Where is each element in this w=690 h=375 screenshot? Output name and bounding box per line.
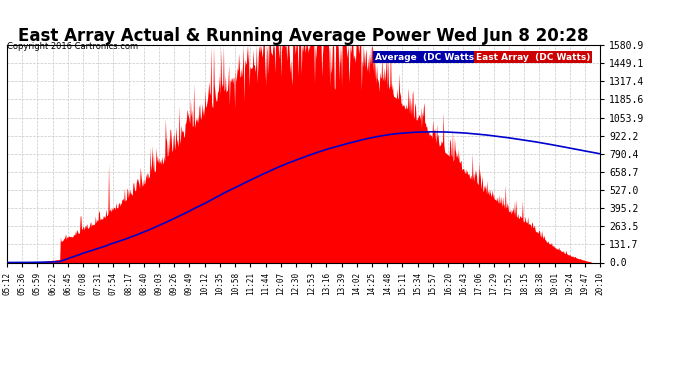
Title: East Array Actual & Running Average Power Wed Jun 8 20:28: East Array Actual & Running Average Powe… [19, 27, 589, 45]
Text: East Array  (DC Watts): East Array (DC Watts) [475, 53, 590, 62]
Text: Average  (DC Watts): Average (DC Watts) [375, 53, 478, 62]
Text: Copyright 2016 Cartronics.com: Copyright 2016 Cartronics.com [7, 42, 138, 51]
